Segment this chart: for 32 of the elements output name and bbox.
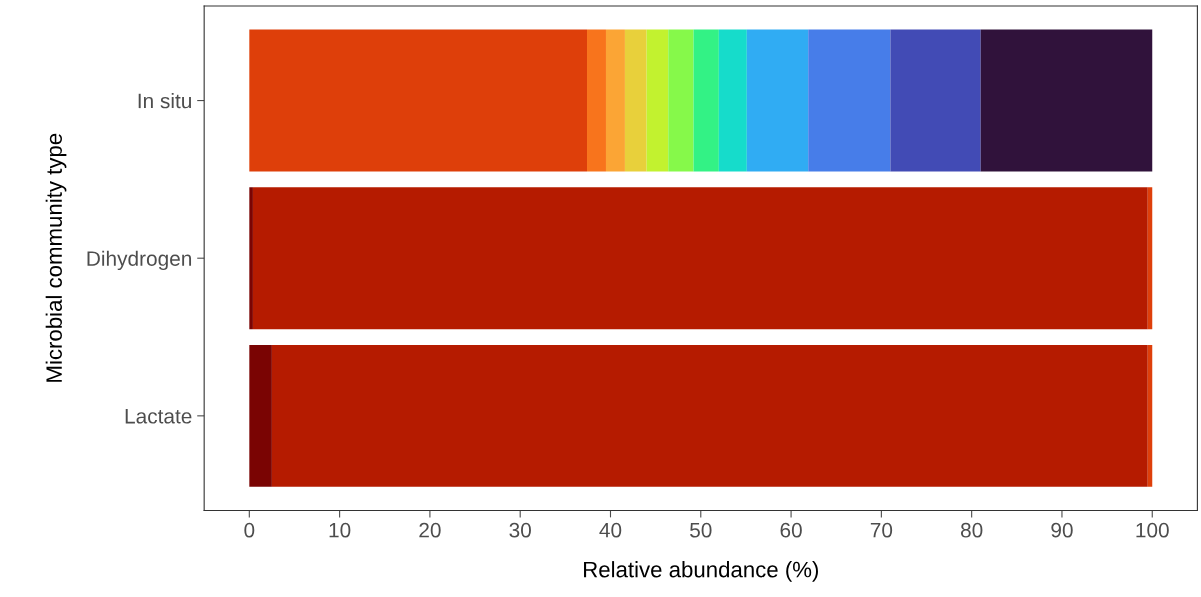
x-tick-label: 40: [599, 522, 622, 538]
x-tick-label: 30: [509, 522, 531, 538]
bar: [252, 187, 1148, 330]
x-tick-label: 20: [419, 522, 441, 538]
y-tick-label: Dihydrogen: [87, 250, 192, 271]
bar: [587, 29, 606, 172]
x-axis-title: Relative abundance (%): [584, 561, 818, 582]
x-tick-label: 80: [960, 522, 983, 538]
x-tick-label: 0: [244, 522, 255, 538]
bar: [624, 29, 647, 172]
bar: [271, 344, 1148, 487]
bar: [646, 29, 669, 172]
x-tick-label: 100: [1136, 522, 1169, 538]
bar: [980, 29, 1153, 172]
bar: [746, 29, 809, 172]
bar: [249, 344, 272, 487]
bar: [605, 29, 625, 172]
bar: [718, 29, 747, 172]
bar: [693, 29, 719, 172]
x-tick-label: 10: [329, 522, 351, 538]
x-tick-label: 70: [870, 522, 893, 538]
y-tick-label: Lactate: [125, 409, 192, 424]
x-tick-label: 50: [690, 522, 712, 538]
y-axis-title: Microbial community type: [45, 133, 67, 382]
x-tick-label: 60: [780, 522, 802, 538]
y-tick-label: In situ: [138, 93, 191, 109]
bar: [249, 187, 253, 330]
x-tick-label: 90: [1051, 522, 1073, 538]
bar: [668, 29, 694, 172]
bar: [249, 29, 588, 172]
bar: [890, 29, 981, 172]
bar: [808, 29, 891, 172]
